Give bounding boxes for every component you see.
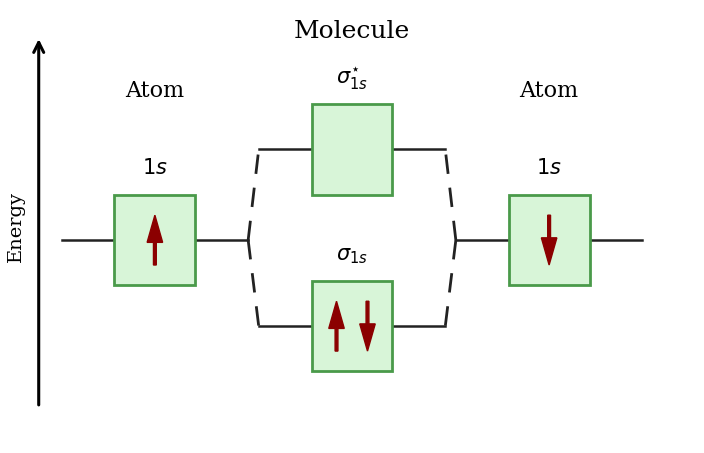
Bar: [114, 195, 196, 285]
Text: $\sigma_{1s}$: $\sigma_{1s}$: [336, 246, 368, 266]
Bar: [311, 104, 393, 195]
Text: Molecule: Molecule: [294, 20, 410, 43]
FancyArrow shape: [329, 301, 344, 351]
Bar: [508, 195, 590, 285]
Text: $1s$: $1s$: [142, 158, 168, 178]
FancyArrow shape: [360, 301, 375, 351]
Text: Atom: Atom: [520, 80, 579, 101]
Bar: [311, 281, 393, 371]
FancyArrow shape: [541, 215, 557, 265]
FancyArrow shape: [147, 215, 163, 265]
Text: $1s$: $1s$: [536, 158, 562, 178]
Text: $\sigma^{\star}_{1s}$: $\sigma^{\star}_{1s}$: [336, 66, 368, 92]
Text: Atom: Atom: [125, 80, 184, 101]
Text: Energy: Energy: [6, 191, 25, 262]
